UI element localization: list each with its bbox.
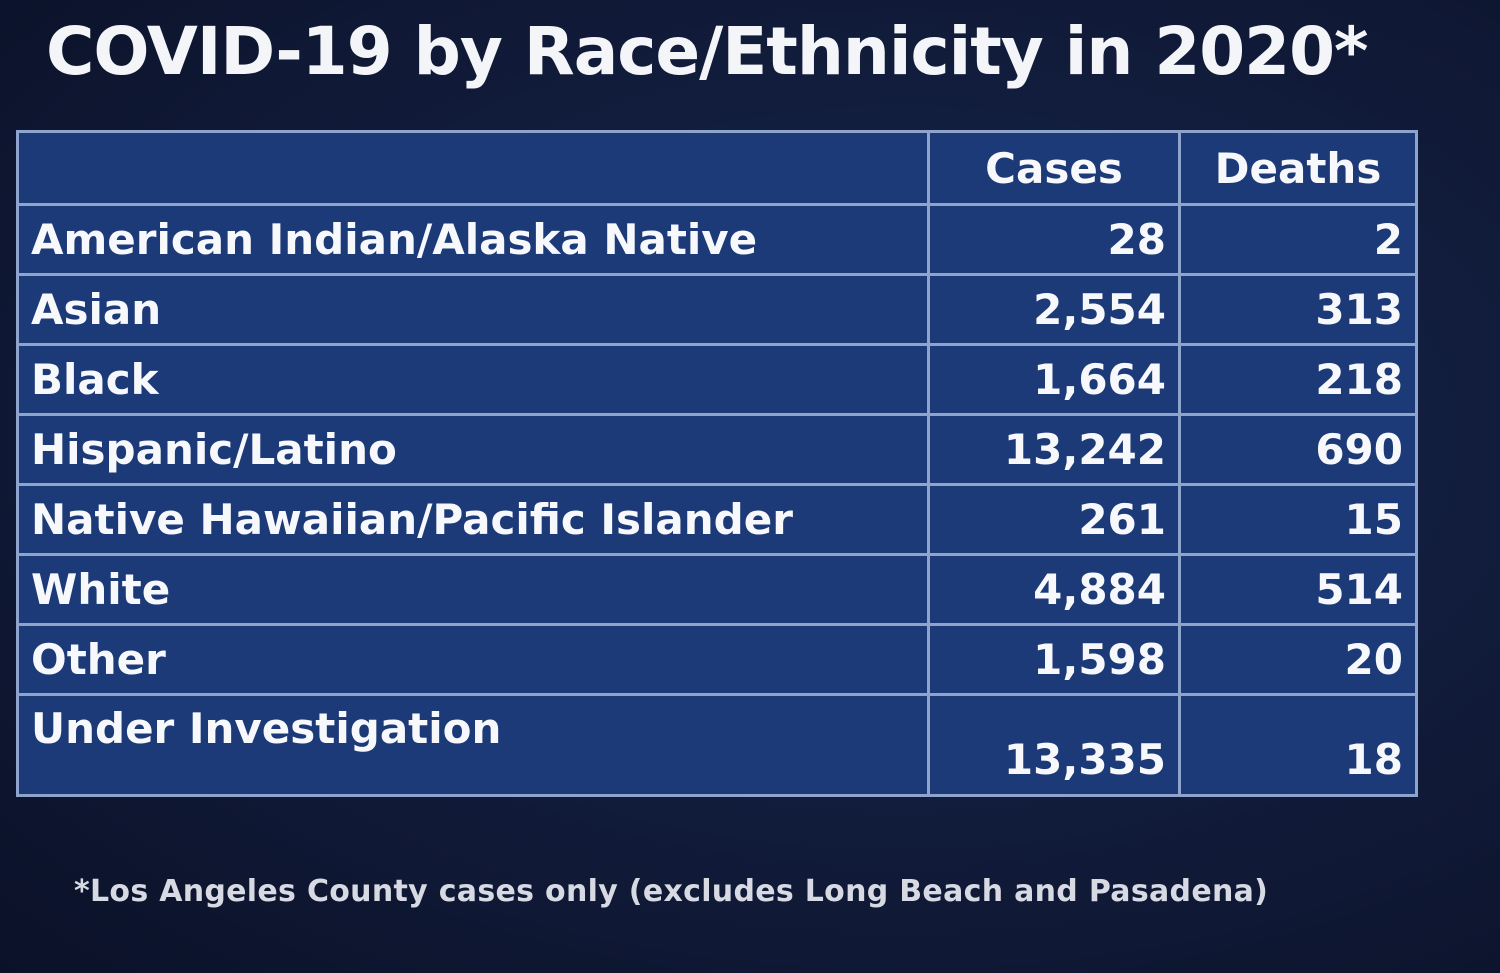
row-category: Asian — [16, 273, 930, 346]
row-deaths: 218 — [1178, 343, 1418, 416]
table-row: Hispanic/Latino 13,242 690 — [16, 413, 1418, 486]
row-deaths: 2 — [1178, 203, 1418, 276]
row-cases: 28 — [927, 203, 1181, 276]
row-deaths: 18 — [1178, 693, 1418, 797]
data-table: Cases Deaths American Indian/Alaska Nati… — [16, 130, 1418, 797]
table-row: Other 1,598 20 — [16, 623, 1418, 696]
row-cases: 1,664 — [927, 343, 1181, 416]
row-cases: 2,554 — [927, 273, 1181, 346]
table-row: American Indian/Alaska Native 28 2 — [16, 203, 1418, 276]
table-row: Black 1,664 218 — [16, 343, 1418, 416]
header-deaths: Deaths — [1178, 130, 1418, 206]
row-category: Black — [16, 343, 930, 416]
row-deaths: 514 — [1178, 553, 1418, 626]
table-row: White 4,884 514 — [16, 553, 1418, 626]
row-cases: 261 — [927, 483, 1181, 556]
table-row: Under Investigation 13,335 18 — [16, 693, 1418, 797]
chart-title: COVID-19 by Race/Ethnicity in 2020* — [46, 13, 1369, 90]
row-cases: 4,884 — [927, 553, 1181, 626]
row-deaths: 313 — [1178, 273, 1418, 346]
row-category: Hispanic/Latino — [16, 413, 930, 486]
table-row: Native Hawaiian/Pacific Islander 261 15 — [16, 483, 1418, 556]
row-deaths: 20 — [1178, 623, 1418, 696]
header-row: Cases Deaths — [16, 130, 1418, 206]
table-row: Asian 2,554 313 — [16, 273, 1418, 346]
row-category: Under Investigation — [16, 693, 930, 797]
footnote: *Los Angeles County cases only (excludes… — [74, 874, 1269, 909]
data-table-container: Cases Deaths American Indian/Alaska Nati… — [16, 130, 1418, 797]
row-category: White — [16, 553, 930, 626]
row-cases: 13,335 — [927, 693, 1181, 797]
row-category: Other — [16, 623, 930, 696]
row-category: Native Hawaiian/Pacific Islander — [16, 483, 930, 556]
row-cases: 1,598 — [927, 623, 1181, 696]
row-cases: 13,242 — [927, 413, 1181, 486]
row-deaths: 690 — [1178, 413, 1418, 486]
header-cases: Cases — [927, 130, 1181, 206]
header-category — [16, 130, 930, 206]
row-deaths: 15 — [1178, 483, 1418, 556]
row-category: American Indian/Alaska Native — [16, 203, 930, 276]
